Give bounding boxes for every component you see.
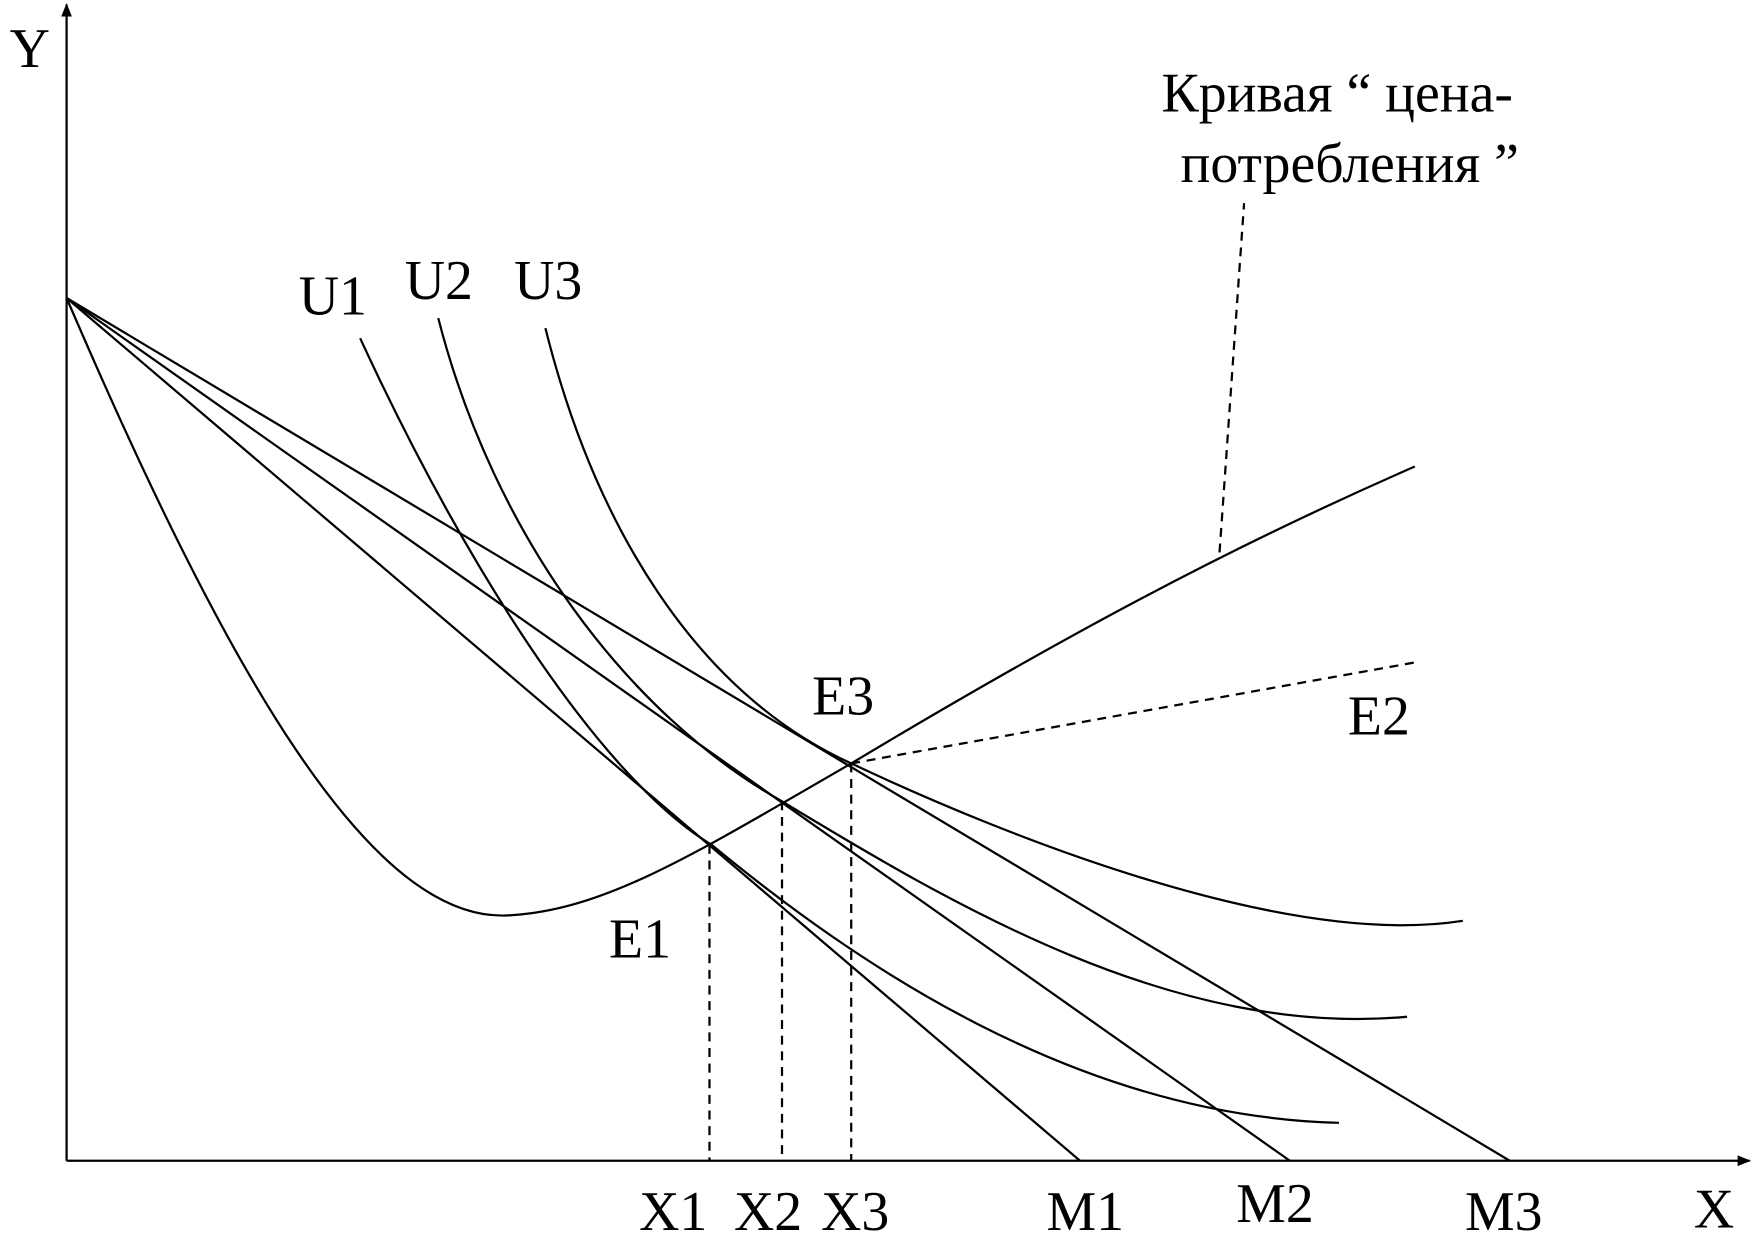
- indifference-curve: [359, 337, 1339, 1124]
- budget-line: [65, 297, 1081, 1162]
- annotation: Кривая “ цена-: [1161, 63, 1513, 125]
- intercept-label: M3: [1465, 1181, 1543, 1240]
- indifference-curve: [437, 317, 1408, 1021]
- annotation: потребления ”: [1180, 133, 1518, 195]
- budget-line: [66, 297, 1511, 1162]
- point-label: E1: [609, 909, 671, 971]
- axis-label: Y: [10, 18, 50, 80]
- curve-label: U1: [299, 266, 367, 328]
- quantity-label: X2: [734, 1181, 802, 1240]
- annotation-leader: [1218, 203, 1246, 553]
- e2-leader: [851, 660, 1419, 765]
- point-label: E2: [1348, 685, 1410, 747]
- indifference-curve: [544, 327, 1464, 927]
- curve-label: U3: [514, 250, 582, 312]
- axis-label: X: [1694, 1179, 1734, 1240]
- price-consumption-curve: [65, 297, 1416, 917]
- quantity-label: X3: [821, 1181, 889, 1240]
- intercept-label: M1: [1047, 1181, 1125, 1240]
- intercept-label: M2: [1236, 1173, 1314, 1235]
- point-label: E3: [812, 665, 874, 727]
- quantity-label: X1: [639, 1181, 707, 1240]
- curve-label: U2: [405, 250, 473, 312]
- budget-line: [65, 297, 1291, 1162]
